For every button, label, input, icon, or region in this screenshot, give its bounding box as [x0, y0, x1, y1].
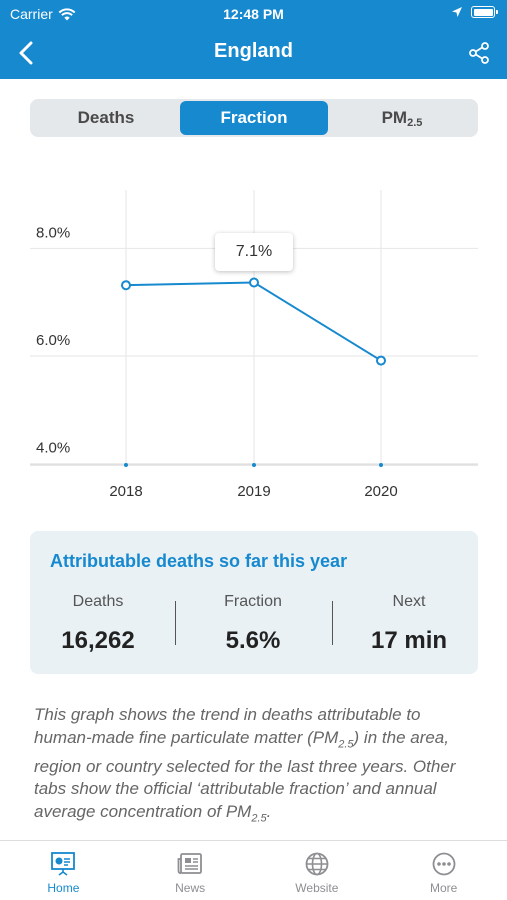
chevron-left-icon — [19, 41, 33, 65]
x-tick-dot — [124, 463, 128, 467]
tab-deaths-label: Deaths — [77, 108, 135, 127]
battery-icon — [471, 6, 498, 18]
presentation-board-icon — [51, 852, 76, 876]
tab-website-label: Website — [295, 881, 339, 895]
tab-fraction[interactable]: Fraction — [180, 101, 328, 135]
status-right — [451, 6, 498, 18]
data-point — [376, 355, 386, 366]
stat-next: Next 17 min — [344, 593, 474, 655]
x-tick-label: 2020 — [364, 483, 397, 500]
data-point — [121, 280, 131, 291]
nav-bar: England — [0, 28, 507, 79]
x-tick-dot — [379, 463, 383, 467]
summary-card-title: Attributable deaths so far this year — [50, 551, 348, 571]
tab-home-label: Home — [47, 881, 80, 895]
stat-fraction-value: 5.6% — [225, 627, 281, 654]
chart-tooltip: 7.1% — [215, 232, 293, 271]
location-arrow-icon — [452, 7, 462, 17]
stat-divider — [175, 601, 176, 645]
stat-next-label: Next — [392, 593, 426, 610]
tab-news-label: News — [175, 881, 206, 895]
stat-deaths-value: 16,262 — [61, 627, 135, 654]
tab-home[interactable]: Home — [0, 841, 127, 900]
fraction-line-chart: 8.0% 6.0% 4.0% 2018 2019 2020 — [30, 190, 478, 500]
tab-pm25-label: PM2.5 — [381, 108, 423, 129]
share-button[interactable] — [465, 38, 493, 68]
stat-deaths: Deaths 16,262 — [33, 593, 163, 655]
y-tick-label: 6.0% — [36, 332, 70, 349]
share-icon — [469, 42, 489, 64]
tab-news[interactable]: News — [127, 841, 254, 900]
wifi-icon — [58, 7, 76, 20]
chart-tooltip-value: 7.1% — [235, 242, 273, 260]
tab-pm25[interactable]: PM2.5 — [328, 101, 476, 135]
y-tick-label: 4.0% — [36, 440, 70, 457]
tab-deaths[interactable]: Deaths — [32, 101, 180, 135]
data-point — [249, 277, 259, 288]
stat-divider — [332, 601, 333, 645]
stat-deaths-label: Deaths — [72, 593, 124, 610]
stat-fraction: Fraction 5.6% — [188, 593, 318, 655]
tab-website[interactable]: Website — [254, 841, 381, 900]
tab-more-label: More — [429, 881, 458, 895]
metric-segmented-control: Deaths Fraction PM2.5 — [30, 99, 478, 137]
chart-description: This graph shows the trend in deaths att… — [34, 705, 456, 825]
status-bar: Carrier 12:48 PM — [0, 0, 507, 28]
y-tick-label: 8.0% — [36, 224, 70, 241]
stat-fraction-label: Fraction — [224, 593, 282, 610]
tab-fraction-label: Fraction — [220, 108, 288, 127]
tab-more[interactable]: More — [380, 841, 507, 900]
header: Carrier 12:48 PM England — [0, 0, 507, 79]
back-button[interactable] — [12, 38, 40, 68]
newspaper-icon — [177, 853, 203, 874]
bottom-tab-bar: Home News Website More — [0, 840, 507, 900]
x-tick-label: 2019 — [237, 483, 270, 500]
status-time: 12:48 PM — [223, 6, 284, 22]
stat-next-value: 17 min — [370, 627, 448, 654]
carrier-info: Carrier — [10, 6, 76, 22]
globe-icon — [305, 852, 329, 876]
page-title: England — [214, 40, 293, 62]
summary-card: Attributable deaths so far this year Dea… — [30, 531, 478, 674]
x-tick-dot — [252, 463, 256, 467]
x-tick-label: 2018 — [109, 483, 142, 500]
carrier-label: Carrier — [10, 6, 53, 22]
more-dots-icon — [432, 852, 456, 876]
